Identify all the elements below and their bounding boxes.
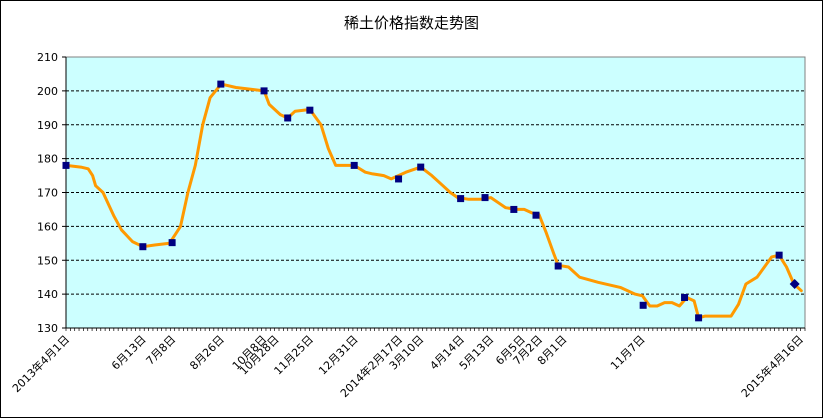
y-tick-label: 180 xyxy=(37,153,58,166)
x-tick-label: 11月7日 xyxy=(608,333,648,373)
data-point xyxy=(260,87,268,95)
data-point xyxy=(395,175,403,183)
x-tick-label: 6月13日 xyxy=(109,333,149,373)
data-point xyxy=(284,114,292,122)
x-tick-label: 12月31日 xyxy=(316,333,361,378)
x-tick-label: 7月8日 xyxy=(144,333,179,368)
data-point xyxy=(775,251,783,259)
y-tick-label: 200 xyxy=(37,85,58,98)
end-point-marker xyxy=(789,278,800,289)
y-tick-label: 190 xyxy=(37,119,58,132)
x-tick-label: 8月26日 xyxy=(187,333,227,373)
data-point xyxy=(532,211,540,219)
y-tick-label: 130 xyxy=(37,322,58,335)
data-point xyxy=(62,161,70,169)
y-tick-label: 170 xyxy=(37,187,58,200)
data-point xyxy=(554,262,562,270)
series-line xyxy=(64,82,803,320)
x-tick-label: 2013年4月1日 xyxy=(9,332,72,395)
y-tick-label: 140 xyxy=(37,288,58,301)
data-point xyxy=(510,205,518,213)
data-point xyxy=(168,239,176,247)
data-point xyxy=(217,80,225,88)
data-point xyxy=(306,106,314,114)
chart-title: 稀土价格指数走势图 xyxy=(343,14,479,32)
x-tick-label: 2015年4月16日 xyxy=(738,332,806,400)
data-point xyxy=(639,301,647,309)
data-point xyxy=(457,195,465,203)
y-tick-label: 160 xyxy=(37,220,58,233)
data-point xyxy=(681,294,689,302)
y-tick-label: 210 xyxy=(37,51,58,64)
y-tick-label: 150 xyxy=(37,254,58,267)
data-point xyxy=(417,163,425,171)
data-point xyxy=(350,161,358,169)
data-point xyxy=(139,243,147,251)
data-point xyxy=(481,194,489,202)
data-point xyxy=(695,314,703,322)
